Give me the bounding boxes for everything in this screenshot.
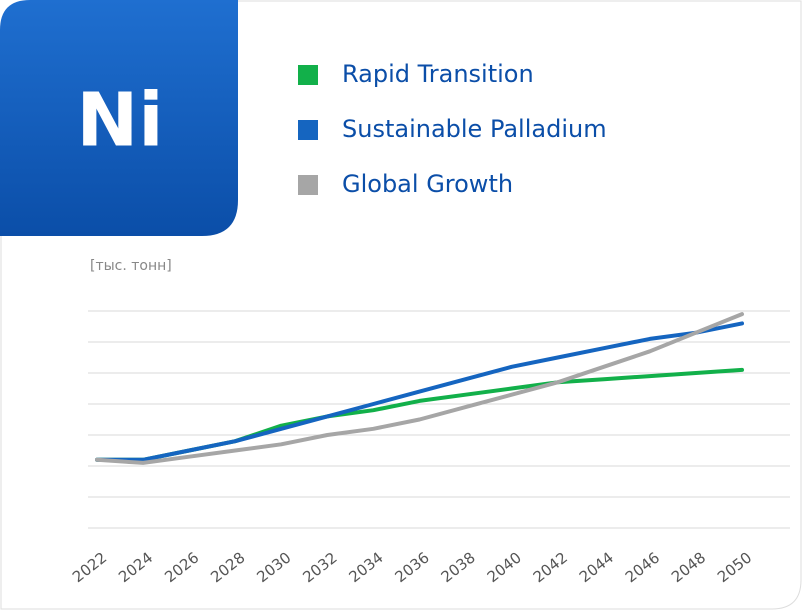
legend-swatch [298,65,318,85]
unit-label: [тыс. тонн] [90,258,172,274]
legend-swatch [298,120,318,140]
badge-text: Ni [76,78,163,164]
legend-label: Sustainable Palladium [342,115,607,143]
series-line [95,321,744,462]
legend-label: Rapid Transition [342,60,534,88]
series-line [95,312,744,465]
legend-label: Global Growth [342,170,513,198]
legend-swatch [298,175,318,195]
badge-tile [0,0,238,236]
